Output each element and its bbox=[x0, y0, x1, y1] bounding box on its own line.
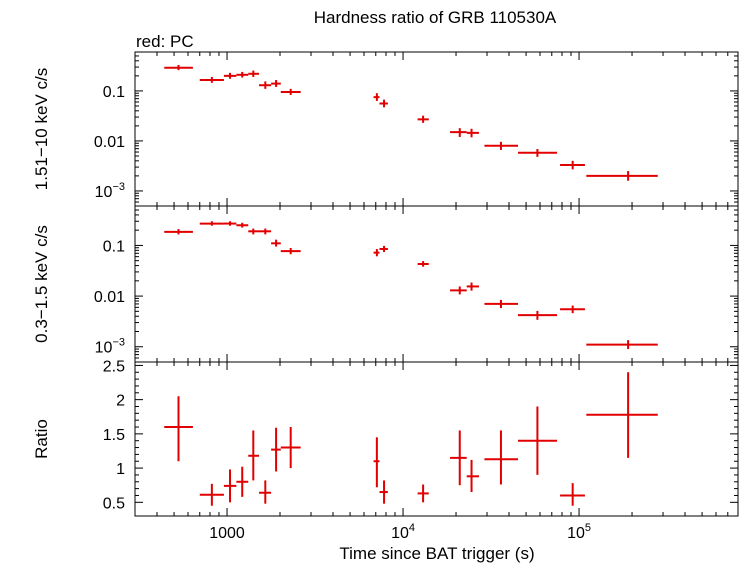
data-point bbox=[223, 221, 237, 226]
data-point bbox=[466, 459, 479, 493]
panel-frame bbox=[134, 361, 739, 517]
data-point bbox=[280, 88, 301, 95]
y-tick-label: 0.1 bbox=[103, 84, 125, 101]
data-point bbox=[484, 430, 519, 485]
data-point bbox=[164, 229, 193, 235]
data-point bbox=[248, 228, 260, 235]
x-tick-label: 1000 bbox=[209, 525, 245, 542]
chart-subtitle: red: PC bbox=[136, 32, 194, 51]
y-tick-label: 0.5 bbox=[103, 495, 125, 512]
data-point bbox=[236, 466, 249, 497]
data-point bbox=[199, 221, 224, 226]
data-point bbox=[560, 483, 585, 506]
data-point bbox=[466, 128, 479, 138]
data-point bbox=[199, 76, 224, 83]
panel-1: 0.1 0.01 10−3 1.51−10 keV c/s bbox=[32, 51, 739, 207]
data-point bbox=[164, 64, 193, 71]
data-point bbox=[271, 427, 281, 472]
data-point bbox=[199, 483, 224, 506]
data-point bbox=[417, 115, 429, 123]
y-tick-label: 0.1 bbox=[103, 238, 125, 255]
panel-2: 0.1 0.01 10−3 0.3−1.5 keV c/s bbox=[32, 205, 739, 363]
y-tick-label: 10−3 bbox=[95, 337, 125, 357]
data-point bbox=[248, 430, 260, 481]
y-tick-label: 1.5 bbox=[103, 427, 125, 444]
data-point bbox=[379, 245, 388, 253]
panels-layer: 0.1 0.01 10−3 1.51−10 keV c/s 0.1 0.01 10−3 0.3… bbox=[32, 51, 739, 542]
data-point bbox=[586, 340, 658, 350]
y-tick-label: 0.01 bbox=[94, 289, 125, 306]
data-point bbox=[518, 148, 558, 157]
panel-frame bbox=[134, 205, 739, 363]
data-point bbox=[259, 228, 272, 235]
data-point bbox=[417, 484, 429, 503]
data-point bbox=[379, 99, 388, 108]
data-point bbox=[586, 372, 658, 458]
data-point bbox=[271, 80, 281, 87]
y-tick-label: 0.01 bbox=[94, 134, 125, 151]
data-point bbox=[280, 427, 301, 469]
y-axis-label: 0.3−1.5 keV c/s bbox=[32, 225, 51, 343]
data-point bbox=[450, 286, 467, 295]
data-point bbox=[586, 171, 658, 181]
data-point bbox=[223, 72, 237, 79]
x-tick-label: 105 bbox=[567, 522, 591, 542]
data-point bbox=[259, 480, 272, 504]
data-point bbox=[223, 469, 237, 503]
data-point bbox=[373, 437, 380, 488]
y-tick-label: 2.5 bbox=[103, 358, 125, 375]
data-point bbox=[259, 81, 272, 89]
data-point bbox=[417, 261, 429, 267]
data-point bbox=[248, 70, 260, 77]
data-point bbox=[484, 299, 519, 309]
data-point bbox=[450, 128, 467, 137]
data-point bbox=[560, 160, 585, 170]
data-point bbox=[373, 93, 380, 101]
data-point bbox=[560, 305, 585, 314]
data-point bbox=[280, 247, 301, 255]
data-point bbox=[379, 480, 388, 504]
x-tick-label: 104 bbox=[391, 522, 415, 542]
data-point bbox=[518, 310, 558, 320]
chart-title: Hardness ratio of GRB 110530A bbox=[314, 8, 557, 27]
data-point bbox=[450, 430, 467, 486]
y-axis-label: 1.51−10 keV c/s bbox=[32, 68, 51, 190]
panel-3: 0.5 1 1.5 2 2.5 Ratio bbox=[32, 358, 739, 517]
x-axis-label: Time since BAT trigger (s) bbox=[339, 544, 534, 563]
data-point bbox=[373, 248, 380, 257]
y-axis-label: Ratio bbox=[32, 419, 51, 459]
data-point bbox=[236, 71, 249, 78]
data-point bbox=[271, 239, 281, 247]
y-tick-label: 10−3 bbox=[95, 181, 125, 201]
data-point bbox=[518, 406, 558, 475]
y-tick-label: 1 bbox=[116, 461, 125, 478]
data-point bbox=[466, 282, 479, 291]
y-tick-label: 2 bbox=[116, 393, 125, 410]
data-point bbox=[484, 141, 519, 150]
data-point bbox=[236, 222, 249, 228]
data-point bbox=[164, 396, 193, 462]
